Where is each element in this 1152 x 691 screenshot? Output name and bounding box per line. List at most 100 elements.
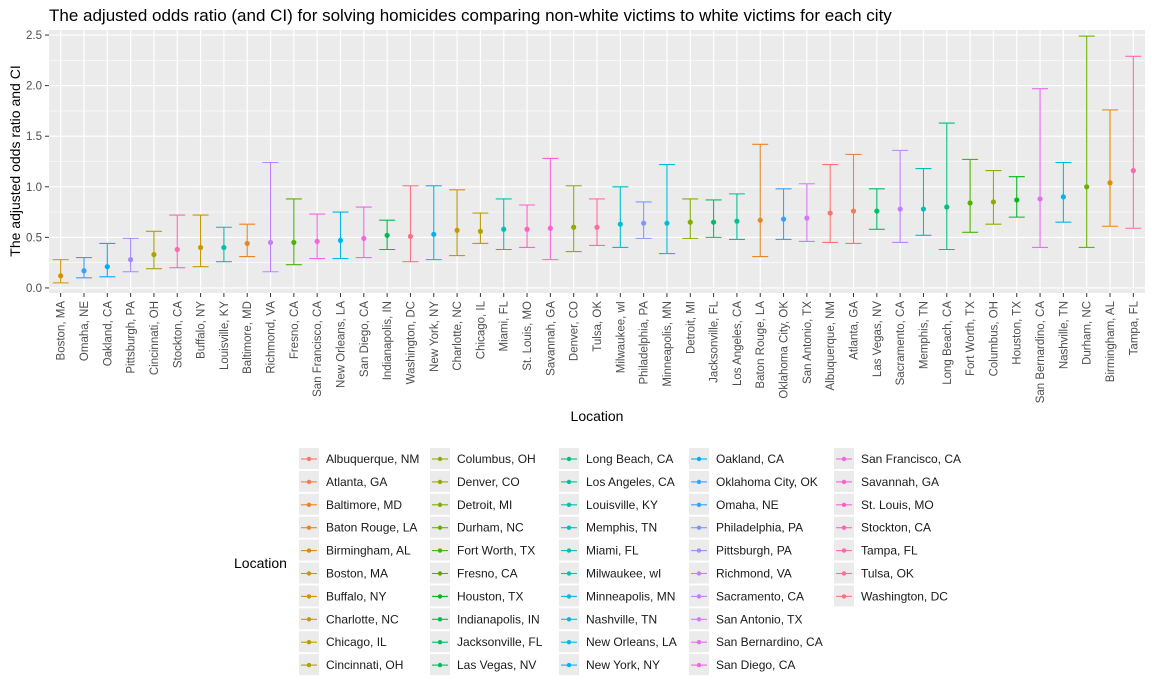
legend-item: Philadelphia, PA xyxy=(689,516,803,538)
y-tick-label: 0.5 xyxy=(26,232,42,244)
legend-title: Location xyxy=(234,555,287,571)
odds-ratio-point xyxy=(244,240,250,247)
legend-key-point xyxy=(437,548,443,553)
odds-ratio-point xyxy=(431,231,437,237)
odds-ratio-point xyxy=(407,233,414,239)
odds-ratio-point xyxy=(850,208,857,214)
legend-key-point xyxy=(306,502,312,507)
legend-key-point xyxy=(841,525,847,530)
odds-ratio-point xyxy=(477,228,484,234)
legend-key-point xyxy=(841,594,847,599)
legend-item: Boston, MA xyxy=(299,562,388,584)
odds-ratio-point xyxy=(1130,168,1136,174)
errorbar-group xyxy=(1125,55,1142,229)
legend-item: New York, NY xyxy=(559,654,660,676)
x-tick-label: Atlanta, GA xyxy=(849,301,861,360)
errorbar-group xyxy=(962,158,979,233)
legend-label: St. Louis, MO xyxy=(861,498,934,512)
legend-label: Los Angeles, CA xyxy=(586,475,675,489)
x-axis-title: Location xyxy=(571,408,624,424)
errorbar-group xyxy=(682,198,699,239)
errorbar-group xyxy=(75,257,92,279)
errorbar-group xyxy=(822,163,839,243)
odds-ratio-point xyxy=(547,225,553,231)
x-tick-label: Washington, DC xyxy=(405,301,417,384)
errorbar-group xyxy=(402,185,419,263)
x-tick-label: Boston, MA xyxy=(56,301,68,361)
x-tick-label: New York, NY xyxy=(429,301,441,372)
legend-key-point xyxy=(437,479,443,485)
legend-item: Tampa, FL xyxy=(834,539,918,561)
x-tick-label: Durham, NC xyxy=(1082,301,1094,365)
legend-item: New Orleans, LA xyxy=(559,631,677,653)
legend-item: Stockton, CA xyxy=(834,516,931,538)
errorbar-group xyxy=(52,259,69,284)
legend-item: Albuquerque, NM xyxy=(299,448,419,469)
x-tick-label: Cincinnati, OH xyxy=(149,301,161,375)
x-tick-label: Miami, FL xyxy=(499,300,511,351)
legend-item: Sacramento, CA xyxy=(689,585,804,607)
legend-label: Washington, DC xyxy=(861,589,948,603)
odds-ratio-point xyxy=(641,220,647,226)
legend-label: Baton Rouge, LA xyxy=(326,521,417,535)
errorbar-group xyxy=(915,168,932,236)
odds-ratio-point xyxy=(897,206,903,212)
x-tick-label: Minneapolis, MN xyxy=(662,301,674,387)
legend-label: New Orleans, LA xyxy=(586,635,677,649)
legend-item: Oklahoma City, OK xyxy=(689,470,818,492)
errorbar-group xyxy=(775,188,792,240)
y-tick-label: 2.5 xyxy=(26,30,42,42)
errorbar-group xyxy=(449,189,466,257)
legend-label: Louisville, KY xyxy=(586,498,658,512)
legend-key-point xyxy=(437,662,443,668)
legend-label: Oakland, CA xyxy=(716,452,784,466)
errorbar-group xyxy=(635,201,652,239)
x-tick-label: San Antonio, TX xyxy=(802,301,814,384)
legend-item: Detroit, MI xyxy=(430,493,512,515)
x-tick-label: Pittsburgh, PA xyxy=(126,301,138,374)
errorbar-group xyxy=(542,157,559,261)
legend-item: Jacksonville, FL xyxy=(430,631,543,653)
odds-ratio-point xyxy=(128,257,134,263)
errorbar-group xyxy=(145,230,162,270)
legend-item: San Antonio, TX xyxy=(689,608,803,630)
y-axis-title: The adjusted odds ratio and CI xyxy=(7,65,23,256)
legend-item: Houston, TX xyxy=(430,585,523,607)
odds-ratio-point xyxy=(1107,180,1113,186)
x-tick-label: Albuquerque, NM xyxy=(825,301,837,391)
x-tick-label: Philadelphia, PA xyxy=(639,301,651,385)
legend-key-point xyxy=(437,525,443,530)
x-tick-label: Oakland, CA xyxy=(102,301,114,367)
legend-label: Chicago, IL xyxy=(326,635,387,649)
legend-key-point xyxy=(696,479,702,485)
legend-item: Pittsburgh, PA xyxy=(689,539,792,561)
odds-ratio-point xyxy=(197,244,204,251)
legend-key-point xyxy=(566,617,572,622)
x-tick-label: Denver, CO xyxy=(569,301,581,361)
legend-item: Los Angeles, CA xyxy=(559,470,675,492)
legend-label: Columbus, OH xyxy=(457,452,536,466)
errorbar-group xyxy=(355,206,372,259)
legend-label: Fresno, CA xyxy=(457,567,518,581)
odds-ratio-point xyxy=(967,200,973,206)
legend-label: Atlanta, GA xyxy=(326,475,387,489)
legend-item: San Francisco, CA xyxy=(834,448,961,469)
legend-label: Long Beach, CA xyxy=(586,452,673,466)
legend-key-point xyxy=(306,594,312,599)
legend-item: Columbus, OH xyxy=(430,448,536,469)
odds-ratio-point xyxy=(291,239,297,246)
x-tick-label: Baltimore, MD xyxy=(242,301,254,374)
legend-label: San Antonio, TX xyxy=(716,612,803,626)
odds-ratio-point xyxy=(571,224,577,230)
x-axis: Boston, MA Omaha, NE Oakland, CA Pittsburgh… xyxy=(56,293,1140,403)
errorbar-group xyxy=(495,198,512,251)
x-tick-label: Sacramento, CA xyxy=(895,301,907,386)
legend-key-point xyxy=(566,502,572,507)
errorbar-group xyxy=(1102,109,1119,227)
legend-key-point xyxy=(841,571,847,576)
errorbar-group xyxy=(262,161,279,273)
x-tick-label: Savannah, GA xyxy=(545,301,557,376)
odds-ratio-point xyxy=(454,227,460,233)
x-tick-label: Jacksonville, FL xyxy=(709,300,721,382)
errorbar-group xyxy=(425,185,442,261)
